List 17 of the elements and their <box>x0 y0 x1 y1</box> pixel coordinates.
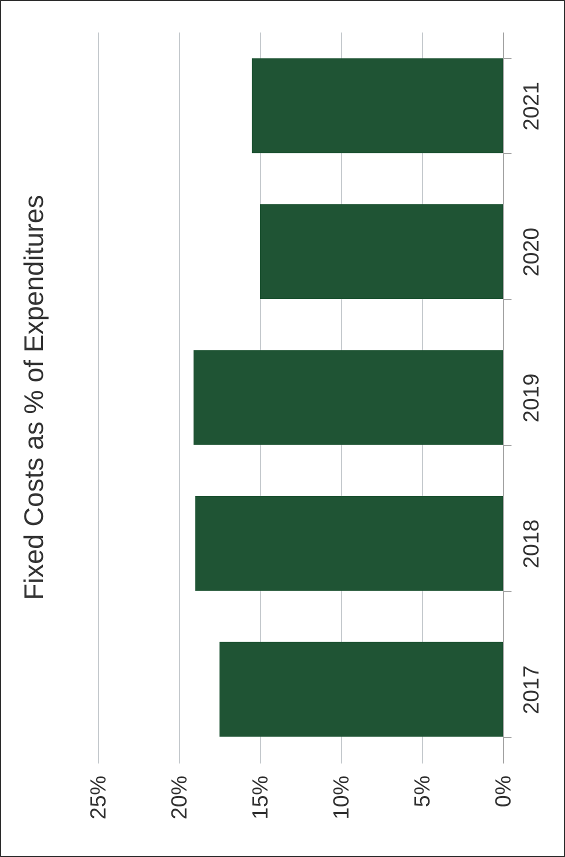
x-tick-label: 10% <box>328 776 354 820</box>
bar <box>194 350 503 445</box>
text: Fixed Costs as % of Expenditures <box>19 194 49 600</box>
bar <box>260 204 503 300</box>
y-tick-label: 2017 <box>518 665 544 714</box>
y-tick-label: 2021 <box>518 82 544 131</box>
x-tick-label: 0% <box>490 776 516 808</box>
x-tick-label: 25% <box>86 776 110 820</box>
y-tick-label: 2019 <box>518 374 544 422</box>
y-tick-label: 2020 <box>518 228 544 277</box>
x-tick-label: 15% <box>248 776 272 820</box>
bar <box>195 496 503 591</box>
bar <box>220 642 503 737</box>
y-tick-label: 2018 <box>518 519 544 568</box>
bar <box>252 58 503 154</box>
x-tick-label: 5% <box>410 776 434 808</box>
x-tick-label: 20% <box>166 776 192 820</box>
